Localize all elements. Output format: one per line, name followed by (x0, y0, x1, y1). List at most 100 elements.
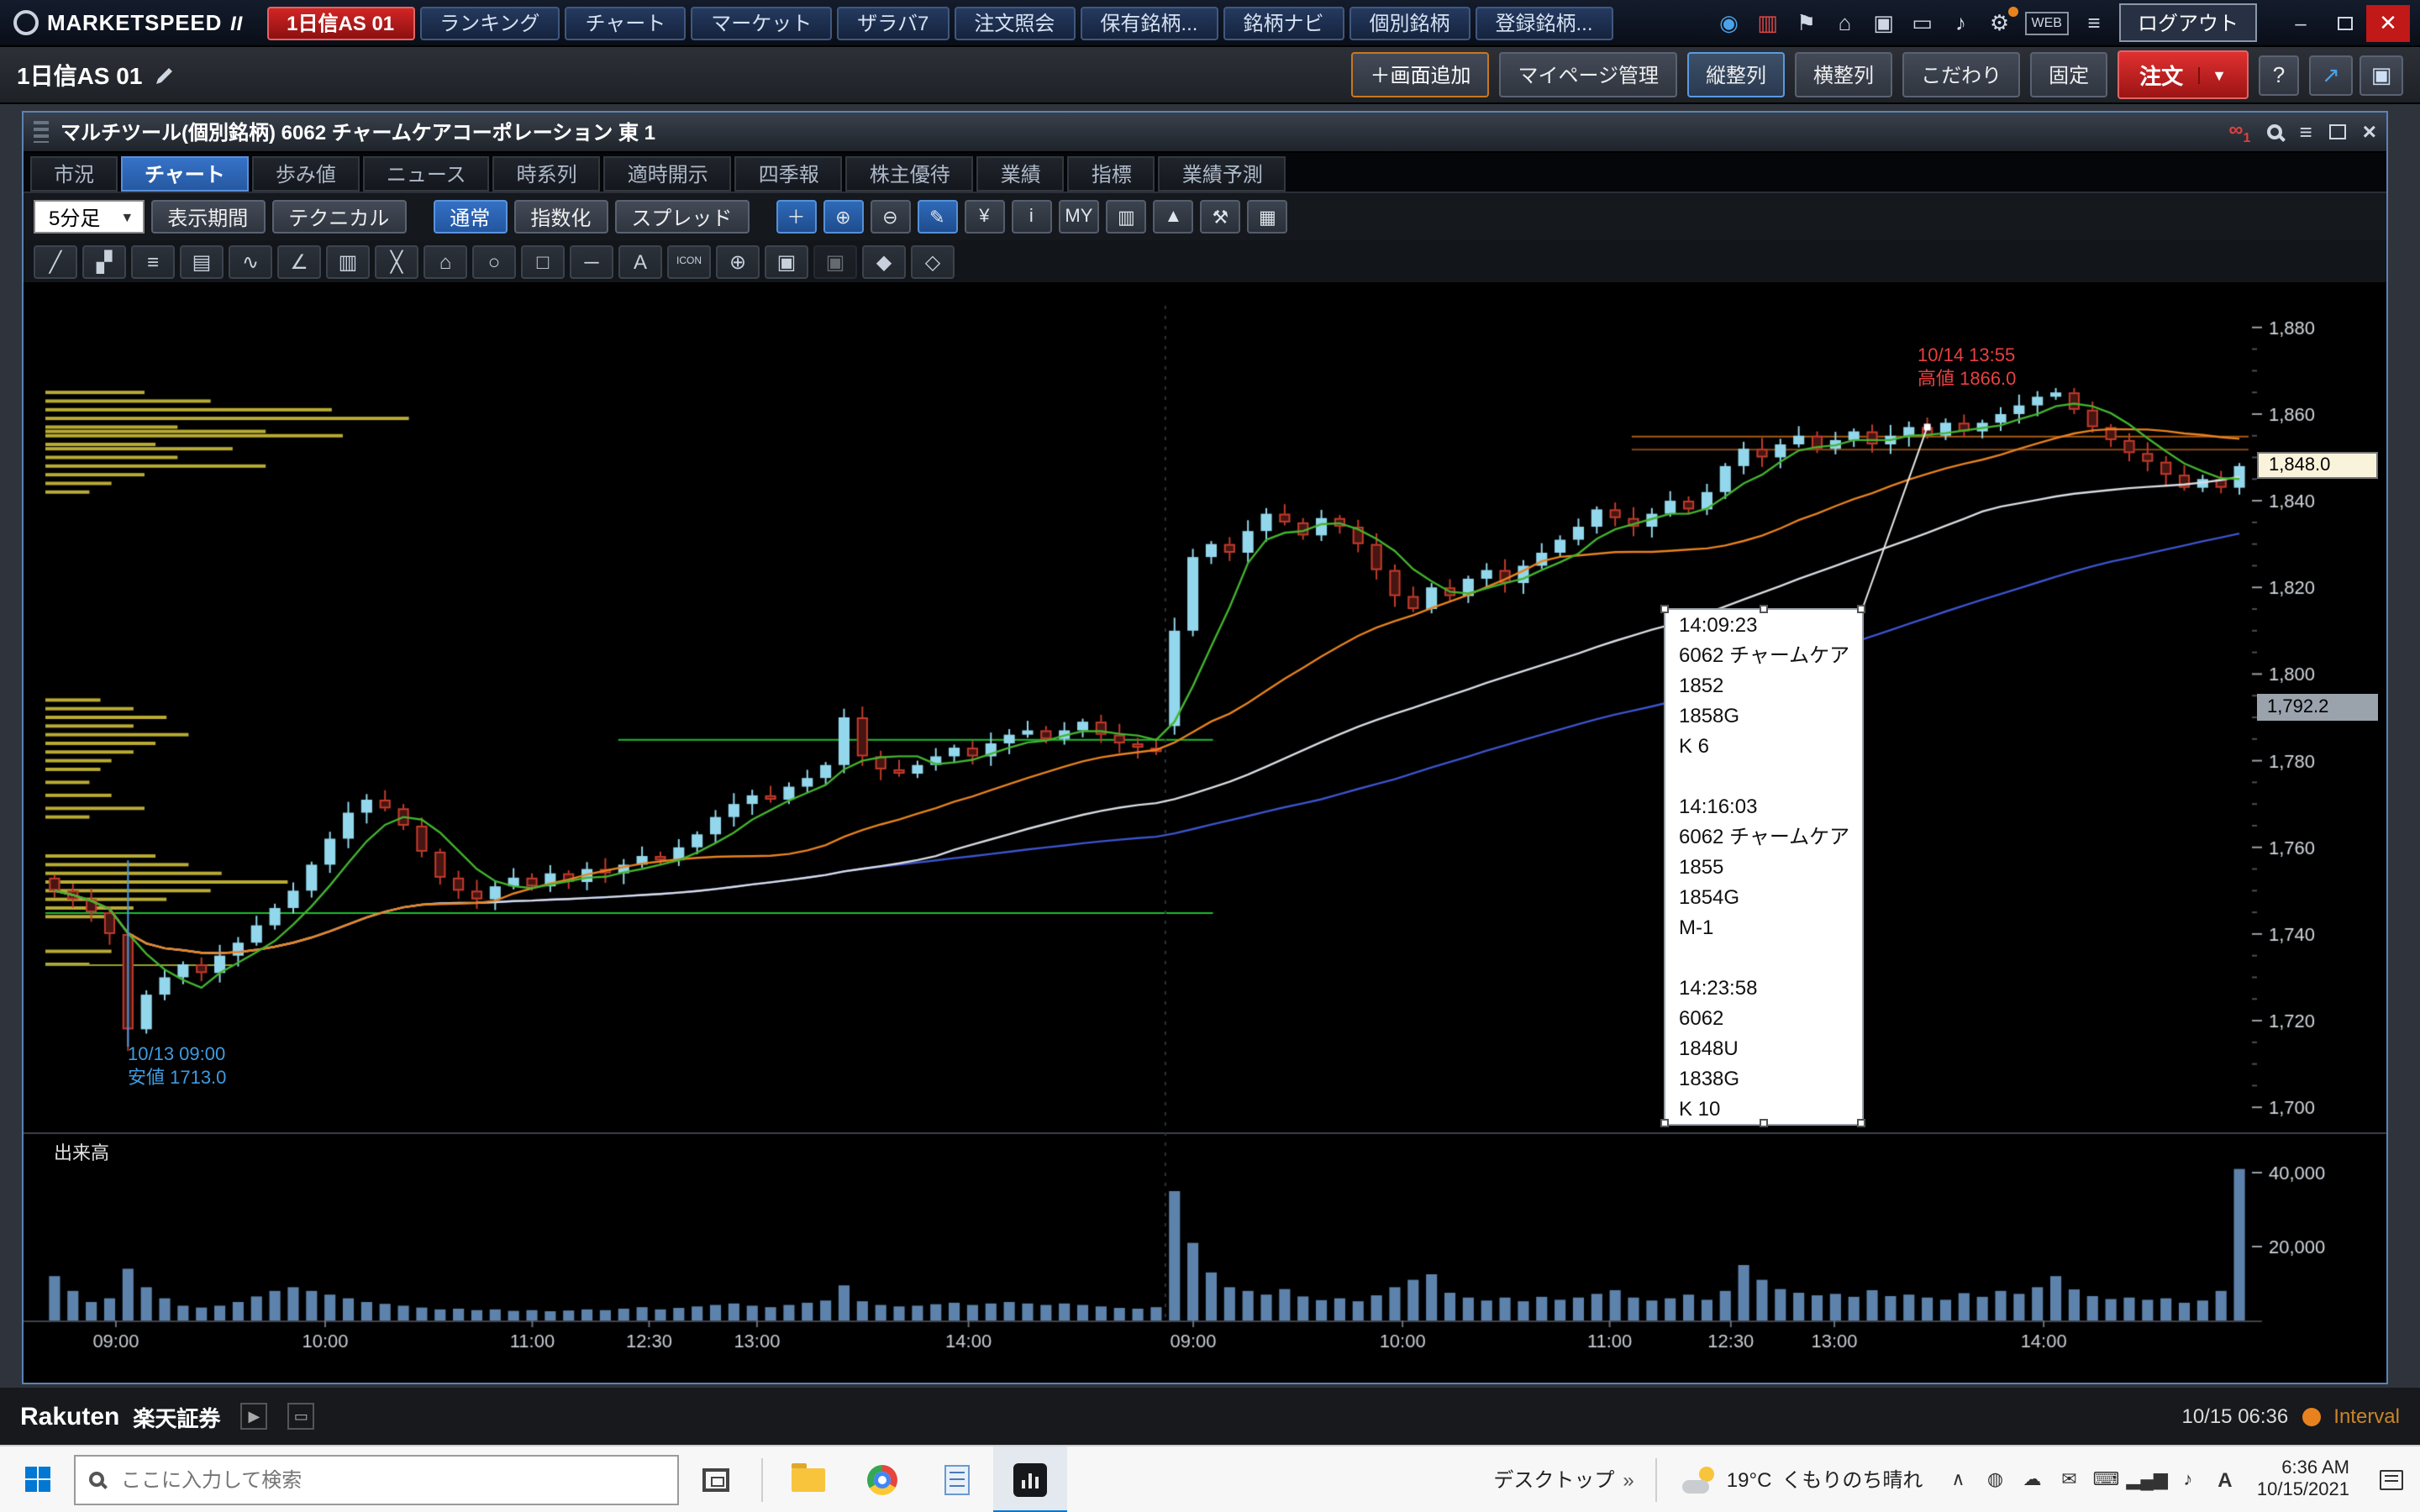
horizontal-lines-icon[interactable]: ≡ (131, 244, 175, 278)
tray-keyboard-icon[interactable]: ⌨ (2092, 1470, 2120, 1490)
tray-mail-icon[interactable]: ✉ (2061, 1470, 2077, 1490)
window-tab[interactable]: チャート (121, 156, 249, 192)
paste-drawing-icon[interactable]: ▣ (813, 244, 857, 278)
wrench-icon[interactable]: ⚒ (1200, 200, 1241, 234)
media-icon[interactable]: ▭ (1912, 9, 1933, 34)
window-restore-icon[interactable] (2328, 123, 2346, 139)
topbar-tab[interactable]: ランキング (419, 6, 560, 39)
draw-pencil-icon[interactable]: ✎ (917, 200, 958, 234)
search-input[interactable] (118, 1466, 664, 1493)
topbar-tab[interactable]: 登録銘柄... (1475, 6, 1613, 39)
window-tab[interactable]: 歩み値 (251, 156, 360, 192)
help-button[interactable]: ? (2259, 55, 2299, 95)
running-marketspeed[interactable] (993, 1446, 1067, 1512)
my-indicator-icon[interactable]: MY (1058, 200, 1100, 234)
close-icon[interactable]: ✕ (2366, 4, 2410, 41)
task-view-button[interactable] (679, 1446, 753, 1512)
zoom-in-icon[interactable]: ⊕ (823, 200, 864, 234)
window-tab[interactable]: 時系列 (492, 156, 601, 192)
start-button[interactable] (0, 1446, 74, 1512)
vertical-lines-icon[interactable]: ▥ (326, 244, 370, 278)
interval-dropdown[interactable]: 5分足 ▼ (34, 200, 145, 234)
window-tab[interactable]: 指標 (1067, 156, 1155, 192)
subbar-button[interactable]: ＋画面追加 (1351, 52, 1490, 97)
search-icon[interactable] (2267, 123, 2283, 139)
toolbar-button[interactable]: 指数化 (513, 200, 608, 234)
selection-handle[interactable] (1660, 1119, 1669, 1127)
order-button[interactable]: 注文 ▼ (2118, 50, 2249, 99)
toolbar-button[interactable]: 表示期間 (150, 200, 266, 234)
chart-area[interactable]: 出来高 10/14 13:55 高値 1866.0 10/13 09:00 安値… (24, 284, 2386, 1383)
topbar-tab[interactable]: チャート (565, 6, 687, 39)
topbar-tab[interactable]: マーケット (691, 6, 833, 39)
regression-line-icon[interactable]: ∠ (277, 244, 321, 278)
topbar-tab[interactable]: ザラバ7 (837, 6, 950, 39)
ime-indicator[interactable]: A (2217, 1467, 2233, 1491)
my-chart-icon[interactable]: ▥ (1106, 200, 1147, 234)
subbar-button[interactable]: 横整列 (1795, 52, 1893, 97)
info-icon[interactable]: i (1011, 200, 1052, 234)
trade-detail-tooltip[interactable]: 14:09:23 6062 チャームケア 1852 1858G K 6 14:16:03 6… (1665, 610, 1862, 1124)
subbar-button[interactable]: 縦整列 (1687, 52, 1786, 97)
subbar-button[interactable]: マイページ管理 (1499, 52, 1677, 97)
eraser-all-icon[interactable]: ◇ (911, 244, 955, 278)
settings-gear-icon[interactable]: ⚙ (1986, 6, 2018, 36)
restore-icon[interactable] (2323, 4, 2366, 41)
anchor-point-icon[interactable]: ⊕ (716, 244, 760, 278)
play-panel-icon[interactable]: ▶ (240, 1403, 268, 1430)
pinned-notes[interactable] (919, 1446, 993, 1512)
ellipse-icon[interactable]: ○ (472, 244, 516, 278)
selection-handle[interactable] (1760, 605, 1768, 613)
toolbar-button[interactable]: スプレッド (614, 200, 750, 234)
copy-drawing-icon[interactable]: ▣ (765, 244, 808, 278)
print-icon[interactable]: ▦ (1247, 200, 1288, 234)
taskbar-clock[interactable]: 6:36 AM 10/15/2021 (2256, 1457, 2349, 1499)
weather-widget[interactable]: 19°C くもりのち晴れ (1666, 1465, 1940, 1494)
subbar-button[interactable]: こだわり (1902, 52, 2021, 97)
order-dropdown-arrow-icon[interactable]: ▼ (2198, 66, 2227, 83)
menu-icon[interactable]: ≡ (2087, 9, 2101, 34)
window-menu-icon[interactable]: ≡ (2299, 118, 2312, 144)
taskbar-search[interactable] (74, 1454, 679, 1504)
window-title-bar[interactable]: マルチツール(個別銘柄) 6062 チャームケアコーポレーション 東 1 ∞1 … (24, 113, 2386, 153)
member-status-icon[interactable]: ◉ (1719, 9, 1739, 34)
topbar-tab[interactable]: 注文照会 (954, 6, 1076, 39)
horizontal-line-icon[interactable]: ─ (570, 244, 613, 278)
subbar-button[interactable]: 固定 (2030, 52, 2108, 97)
tray-volume-icon[interactable]: ♪ (2183, 1469, 2193, 1489)
pinned-explorer[interactable] (771, 1446, 845, 1512)
selection-handle[interactable] (1660, 605, 1669, 613)
pinned-chrome[interactable] (845, 1446, 919, 1512)
crosshair-plus-icon[interactable]: ＋ (776, 200, 817, 234)
text-tool-icon[interactable]: A (618, 244, 662, 278)
selection-handle[interactable] (1857, 605, 1865, 613)
link-group-icon[interactable]: ∞1 (2228, 118, 2251, 146)
topbar-tab[interactable]: 保有銘柄... (1080, 6, 1218, 39)
window-tab[interactable]: 四季報 (734, 156, 843, 192)
area-chart-icon[interactable]: ▲ (1153, 200, 1194, 234)
minimize-icon[interactable]: – (2295, 11, 2307, 34)
window-mode-icon[interactable]: ▣ (2360, 55, 2403, 95)
selection-handle[interactable] (1857, 1119, 1865, 1127)
web-link-icon[interactable]: WEB (2024, 11, 2069, 34)
window-tab[interactable]: 適時開示 (603, 156, 732, 192)
window-tab[interactable]: 業績予測 (1158, 156, 1286, 192)
topbar-tab[interactable]: 1日信AS 01 (266, 6, 415, 39)
rectangle-icon[interactable]: □ (521, 244, 565, 278)
edit-pencil-icon[interactable] (154, 65, 174, 85)
panel-toggle-icon[interactable]: ▭ (287, 1403, 315, 1430)
panel-icon[interactable]: ▣ (1873, 9, 1894, 34)
window-close-icon[interactable]: × (2362, 118, 2376, 145)
parallel-lines-icon[interactable]: ▤ (180, 244, 224, 278)
pentagon-icon[interactable]: ⌂ (424, 244, 467, 278)
window-tab[interactable]: 業績 (976, 156, 1065, 192)
yen-icon[interactable]: ¥ (964, 200, 1005, 234)
topbar-tab[interactable]: 銘柄ナビ (1223, 6, 1344, 39)
window-tab[interactable]: ニュース (362, 156, 490, 192)
selection-handle[interactable] (1760, 1119, 1768, 1127)
price-chart-canvas[interactable] (24, 284, 2386, 1383)
tray-network-icon[interactable]: ▂▄▆ (2126, 1470, 2168, 1490)
wave-line-icon[interactable]: ∿ (229, 244, 272, 278)
action-center-button[interactable] (2363, 1446, 2420, 1512)
tray-cloud-icon[interactable]: ☁ (2023, 1470, 2042, 1490)
